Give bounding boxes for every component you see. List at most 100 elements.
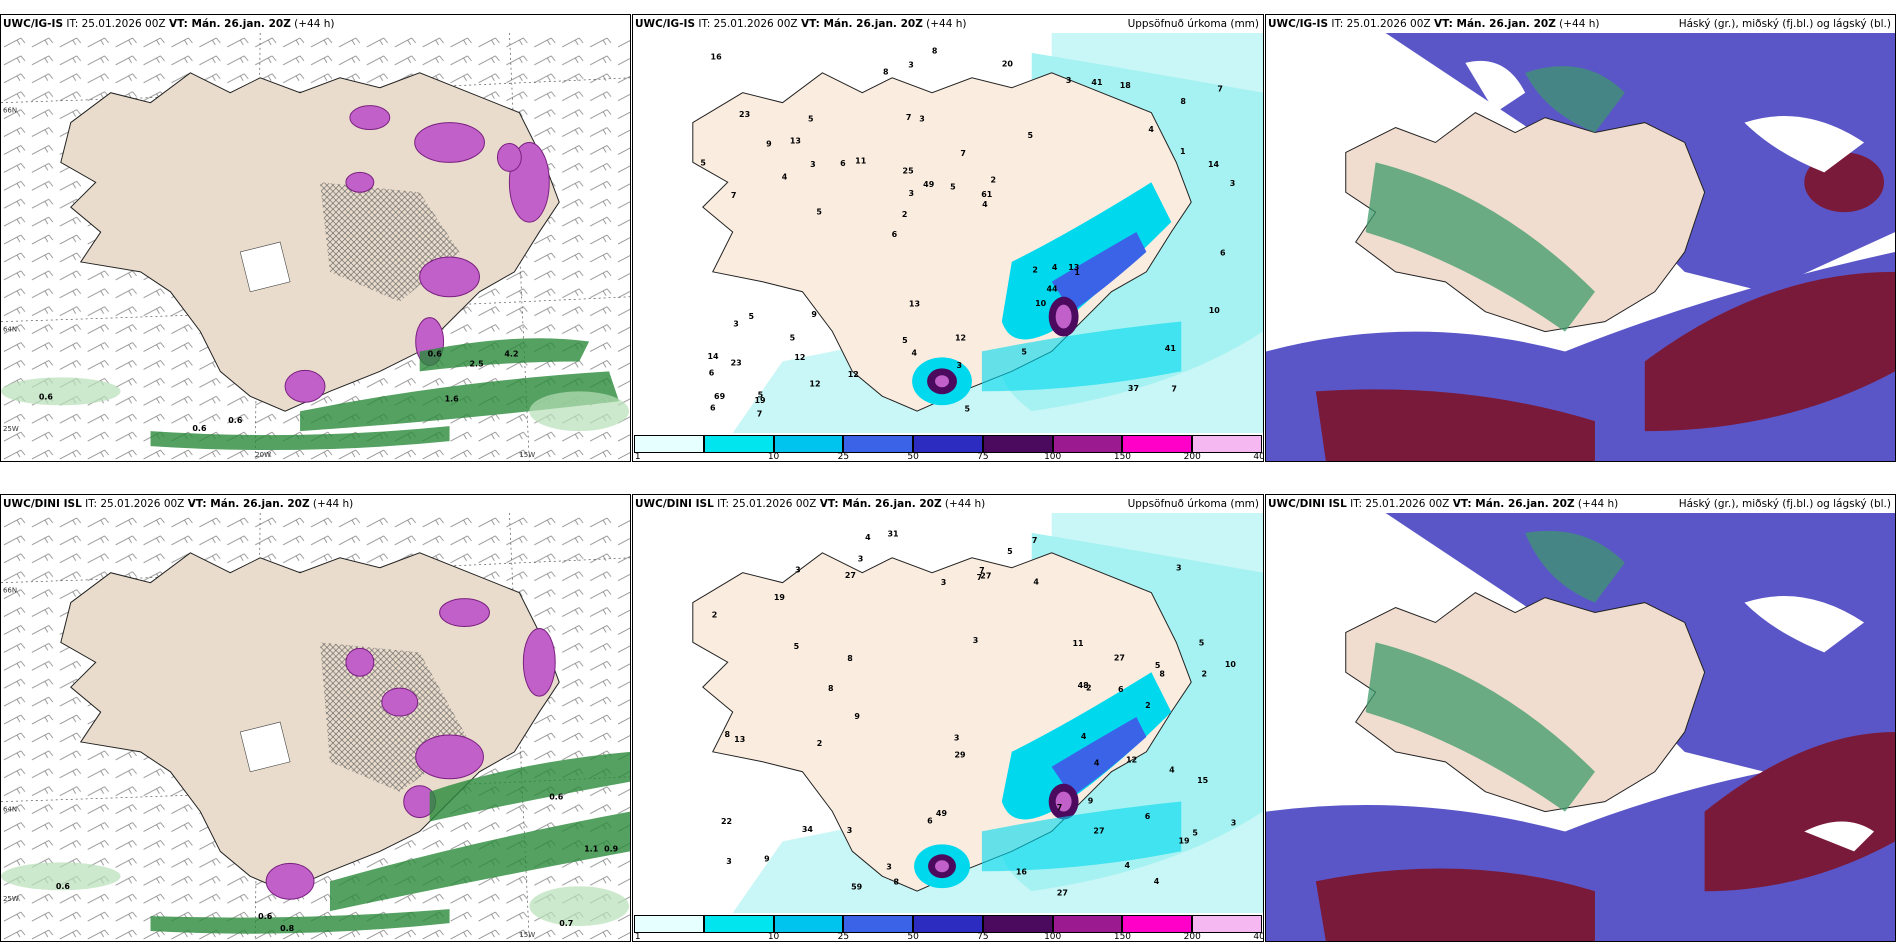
precip-value-label: 11 [855,156,866,165]
field-title: Háský (gr.), miðský (fj.bl.) og lágský (… [1678,18,1891,30]
panel-bottom-right-clouds: UWC/DINI ISL IT: 25.01.2026 00Z VT: Mán.… [1265,494,1896,942]
precip-value-label: 3 [810,160,816,169]
valid-time: VT: Mán. 26.jan. 20Z [1433,18,1556,30]
precip-value-label: 27 [980,572,991,581]
precip-value-label: 5 [1192,828,1198,837]
colorbar-swatch [1052,435,1123,453]
panel-header: UWC/DINI ISL IT: 25.01.2026 00Z VT: Mán.… [3,496,626,512]
precip-value-label: 3 [1230,179,1236,188]
precip-value-label: 7 [1032,536,1038,545]
precip-svg-top: 7786557751161232123332125353937411356410… [633,33,1263,433]
precip-value-label: 3 [954,733,960,742]
lon-label: 25W [3,895,19,903]
precip-value-label: 6 [710,403,716,412]
precip-value-label: 4 [1169,765,1175,774]
precip-label: 0.6 [258,912,273,921]
precip-value-label: 16 [1016,867,1028,876]
lead-time: (+44 h) [1559,18,1600,30]
precip-value-label: 9 [764,854,770,863]
model-name: UWC/DINI ISL [635,498,714,510]
precip-value-label: 5 [1028,131,1034,140]
valid-time: VT: Mán. 26.jan. 20Z [187,498,310,510]
model-name: UWC/DINI ISL [1268,498,1347,510]
precip-value-label: 6 [1220,248,1226,257]
precip-value-label: 5 [964,405,970,414]
lead-time: (+44 h) [1577,498,1619,510]
precip-value-label: 5 [902,336,908,345]
colorbar-tick: 200 [1183,932,1201,942]
precip-value-label: 23 [739,110,750,119]
precip-value-label: 13 [909,300,920,309]
precip-value-label: 27 [1057,889,1068,898]
colorbar-tick: 50 [907,452,919,462]
colorbar-swatch [634,435,704,453]
precip-value-label: 7 [979,566,985,575]
colorbar-tick: 1 [634,452,641,462]
precip-value-label: 41 [1165,344,1176,353]
colorbar: 1 10 25 50 75 100 150 200 400 [634,435,1263,462]
precip-value-label: 12 [955,333,966,342]
precip-value-label: 8 [725,730,731,739]
precip-value-label: 2 [817,739,823,748]
precip-value-label: 2 [1086,683,1092,692]
precip-value-label: 27 [845,571,856,580]
precip-value-label: 29 [954,751,966,760]
precip-value-label: 15 [1197,776,1208,785]
precip-label: 1.1 [584,844,598,853]
precip-value-label: 5 [1021,348,1027,357]
precip-value-label: 5 [700,158,706,167]
panel-bottom-left-precip-type: UWC/DINI ISL IT: 25.01.2026 00Z VT: Mán.… [0,494,631,942]
lead-time: (+44 h) [926,18,967,30]
precip-value-label: 3 [1066,76,1072,85]
precip-value-label: 1 [1074,268,1080,277]
precip-value-label: 4 [1052,263,1058,272]
panel-top-right-clouds: UWC/IG-IS IT: 25.01.2026 00Z VT: Mán. 26… [1265,14,1896,462]
precip-value-label: 69 [714,392,726,401]
model-name: UWC/IG-IS [635,18,696,30]
colorbar-tick: 400 [1253,452,1263,462]
precip-label: 0.7 [559,919,573,928]
map-accum-precip: 7 7 8 6 5 5 7 7 5 11 6 12 3 2 1 23 3 3 2 1 2 5 3 5 3 9 37 41 13 5 6 4 10… [633,33,1263,433]
lon-label: 15W [519,451,535,459]
precip-value-label: 4 [1033,577,1039,586]
precip-value-label: 22 [721,817,732,826]
precip-label: 4.2 [504,349,518,358]
precip-value-label: 2 [990,175,996,184]
map-clouds [1266,513,1895,941]
panel-header: UWC/IG-IS IT: 25.01.2026 00Z VT: Mán. 26… [635,16,1259,32]
precip-value-label: 3 [733,320,739,329]
precip-value-label: 48 [1078,681,1090,690]
precip-value-label: 27 [1093,827,1104,836]
precip-label: 0.6 [56,882,71,891]
iceland-land [1345,112,1706,333]
precip-value-label: 13 [790,136,801,145]
colorbar-swatch [703,915,774,933]
precip-label: 0.6 [549,793,564,802]
colorbar-tick: 100 [1044,932,1062,942]
precip-value-label: 8 [883,68,889,77]
map-accum-precip: 6 5 5 3 3 3 5 3 3 5 2 2 2 8 22 19 19 27 49 8 8 13 16 48 3 6 5 4 11 3 2… [633,513,1263,913]
precip-value-label: 8 [828,684,834,693]
precip-value-label: 18 [1120,81,1132,90]
iceland-land [1345,592,1706,813]
precip-value-label: 37 [1128,384,1139,393]
colorbar-tick: 200 [1183,452,1201,462]
precip-value-label: 19 [774,593,786,602]
precip-value-label: 8 [932,47,938,56]
precip-value-label: 25 [903,166,914,175]
precip-label: 0.8 [280,924,295,933]
precip-value-label: 61 [981,190,992,199]
precip-value-label: 3 [795,566,801,575]
colorbar-tick: 10 [767,452,780,462]
precip-value-label: 4 [1148,125,1154,134]
precip-value-label: 8 [1180,97,1186,106]
precip-value-label: 5 [758,390,764,399]
precip-value-label: 12 [1126,755,1137,764]
precip-value-label: 44 [1046,284,1058,293]
precip-value-label: 10 [1209,306,1221,315]
model-name: UWC/DINI ISL [3,498,82,510]
precip-value-label: 4 [865,533,871,542]
precip-value-label: 14 [707,352,719,361]
precip-label: 0.6 [428,349,443,358]
precip-value-label: 19 [1178,837,1190,846]
